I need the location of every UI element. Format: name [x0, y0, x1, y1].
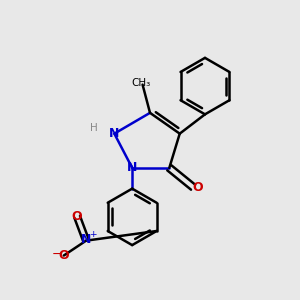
- Text: N: N: [127, 161, 137, 174]
- Text: +: +: [89, 230, 96, 238]
- Text: N: N: [81, 233, 91, 246]
- Text: O: O: [72, 210, 83, 224]
- Text: −: −: [52, 248, 62, 260]
- Text: CH₃: CH₃: [131, 78, 151, 88]
- Text: N: N: [109, 127, 119, 140]
- Text: O: O: [58, 249, 69, 262]
- Text: O: O: [192, 181, 203, 194]
- Text: H: H: [90, 123, 98, 133]
